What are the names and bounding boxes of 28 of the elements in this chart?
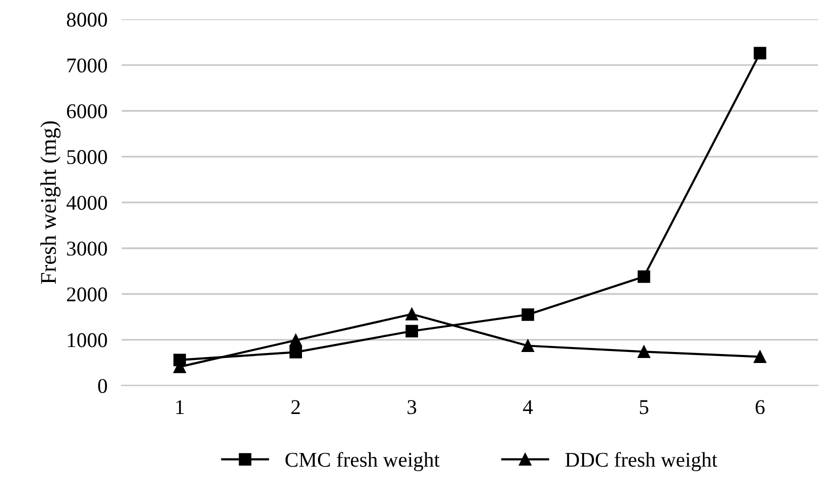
y-tick-label: 7000 [67,58,107,73]
legend-label: CMC fresh weight [286,452,440,472]
legend-label: DDC fresh weight [565,452,718,472]
point [289,346,302,358]
point [522,308,534,321]
point [406,324,418,338]
x-tick-label: 4 [523,400,533,414]
point [638,270,650,283]
point [522,340,534,352]
x-tick-label: 3 [408,400,416,414]
y-tick-label: 4000 [66,196,107,210]
y-tick-label: 0 [98,378,107,394]
y-tick-label: 5000 [67,150,107,164]
point [638,345,650,358]
y-tick-label: 8000 [66,12,107,27]
point [289,334,302,347]
y-tick-label: 1000 [68,333,107,348]
y-tick-label: 6000 [66,104,107,118]
y-tick-label: 3000 [67,242,107,256]
x-tick-label: 1 [176,400,184,414]
x-tick-label: 5 [640,400,648,414]
y-axis-title: Fresh weight (mg) [40,121,61,284]
point [754,350,766,364]
x-tick-label: 6 [756,400,765,414]
point [406,308,418,320]
y-tick-label: 2000 [67,287,107,302]
point [754,46,766,60]
x-tick-label: 2 [291,400,300,414]
